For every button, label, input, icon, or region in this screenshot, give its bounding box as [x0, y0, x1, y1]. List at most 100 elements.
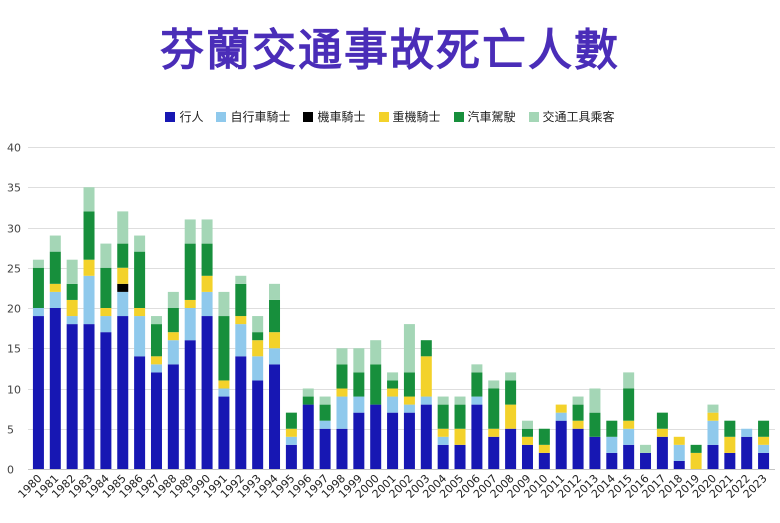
- bar-1996-passenger: [302, 388, 314, 397]
- y-tick-label-35: 35: [7, 182, 21, 195]
- bar-2021-pedestrian: [724, 452, 736, 469]
- bar-1993-motorcycle-rider: [252, 340, 264, 357]
- bar-1992-pedestrian: [235, 356, 247, 469]
- bar-2012-car-driver: [572, 404, 584, 421]
- bar-2017-motorcycle-rider: [656, 428, 668, 437]
- bar-2010-pedestrian: [538, 452, 550, 469]
- bar-1995-cyclist: [285, 436, 297, 445]
- bar-2017-car-driver: [656, 412, 668, 429]
- bar-2005-pedestrian: [454, 444, 466, 469]
- bar-1995-pedestrian: [285, 444, 297, 469]
- bar-2004-pedestrian: [437, 444, 449, 469]
- legend-item-moped-rider: 機車騎士: [303, 109, 366, 125]
- bar-1980-cyclist: [32, 308, 44, 317]
- bar-2000-car-driver: [370, 364, 382, 405]
- bar-1984-cyclist: [100, 316, 112, 333]
- bar-1981-cyclist: [49, 291, 61, 308]
- chart-title: 芬蘭交通事故死亡人數: [160, 25, 620, 76]
- bar-2001-pedestrian: [387, 412, 399, 469]
- bar-1980-car-driver: [32, 267, 44, 308]
- bar-1991-passenger: [218, 291, 230, 317]
- y-tick-label-40: 40: [7, 142, 21, 155]
- legend-label-passenger: 交通工具乘客: [542, 110, 615, 124]
- bar-2015-cyclist: [623, 428, 635, 445]
- bar-2013-car-driver: [589, 412, 601, 437]
- bar-2002-pedestrian: [403, 412, 415, 469]
- bar-2015-motorcycle-rider: [623, 420, 635, 429]
- bar-2006-cyclist: [471, 396, 483, 405]
- bar-1984-car-driver: [100, 267, 112, 308]
- bar-2004-passenger: [437, 396, 449, 405]
- bar-1982-cyclist: [66, 316, 78, 325]
- bar-2022-pedestrian: [741, 436, 753, 469]
- bar-2008-motorcycle-rider: [505, 404, 517, 429]
- bar-1994-car-driver: [269, 299, 281, 333]
- legend-item-cyclist: 自行車騎士: [216, 109, 290, 125]
- legend-item-motorcycle-rider: 重機騎士: [378, 109, 441, 125]
- bar-1994-motorcycle-rider: [269, 332, 281, 349]
- legend-label-moped-rider: 機車騎士: [317, 110, 366, 124]
- bar-1983-motorcycle-rider: [83, 259, 95, 276]
- bar-1980-passenger: [32, 259, 44, 268]
- y-tick-label-20: 20: [7, 303, 21, 316]
- bar-2004-cyclist: [437, 436, 449, 445]
- bar-1993-passenger: [252, 316, 264, 333]
- bar-1984-motorcycle-rider: [100, 308, 112, 317]
- bar-1992-car-driver: [235, 283, 247, 317]
- bar-2003-cyclist: [420, 396, 432, 405]
- legend-swatch-cyclist: [216, 112, 227, 122]
- bar-1980-pedestrian: [32, 316, 44, 469]
- bar-1991-motorcycle-rider: [218, 380, 230, 389]
- bar-1993-cyclist: [252, 356, 264, 381]
- bar-2020-pedestrian: [707, 444, 719, 469]
- bar-2001-cyclist: [387, 396, 399, 413]
- bar-1993-pedestrian: [252, 380, 264, 469]
- bar-1999-car-driver: [353, 372, 365, 397]
- bar-2010-car-driver: [538, 428, 550, 445]
- bar-1981-pedestrian: [49, 308, 61, 469]
- bar-2001-passenger: [387, 372, 399, 381]
- y-tick-label-15: 15: [7, 343, 21, 356]
- bar-2007-passenger: [488, 380, 500, 389]
- bar-1983-car-driver: [83, 211, 95, 260]
- bar-1992-motorcycle-rider: [235, 316, 247, 325]
- bar-2008-passenger: [505, 372, 517, 381]
- bar-1983-pedestrian: [83, 324, 95, 469]
- bar-1990-motorcycle-rider: [201, 275, 213, 292]
- bar-2002-motorcycle-rider: [403, 396, 415, 405]
- bar-1989-passenger: [184, 219, 196, 244]
- bar-1997-passenger: [319, 396, 331, 405]
- bar-2014-cyclist: [606, 436, 618, 453]
- legend-swatch-moped-rider: [303, 112, 314, 122]
- bar-1983-passenger: [83, 187, 95, 212]
- bar-2019-motorcycle-rider: [690, 452, 702, 469]
- bar-1987-passenger: [150, 316, 162, 325]
- bar-1986-car-driver: [134, 251, 146, 308]
- legend-swatch-motorcycle-rider: [378, 112, 389, 122]
- bar-1993-car-driver: [252, 332, 264, 341]
- bar-1986-cyclist: [134, 316, 146, 357]
- bar-1988-pedestrian: [167, 364, 179, 469]
- bar-1995-motorcycle-rider: [285, 428, 297, 437]
- bar-1992-passenger: [235, 275, 247, 284]
- bar-2002-cyclist: [403, 404, 415, 413]
- bar-2000-passenger: [370, 340, 382, 365]
- bar-1997-car-driver: [319, 404, 331, 421]
- bar-1988-passenger: [167, 291, 179, 308]
- bar-2023-motorcycle-rider: [758, 436, 770, 445]
- bar-2005-motorcycle-rider: [454, 428, 466, 445]
- bar-2019-car-driver: [690, 444, 702, 453]
- bar-2014-pedestrian: [606, 452, 618, 469]
- bar-2003-pedestrian: [420, 404, 432, 469]
- legend-label-cyclist: 自行車騎士: [230, 110, 291, 124]
- legend-item-passenger: 交通工具乘客: [528, 109, 615, 125]
- bar-1984-pedestrian: [100, 332, 112, 469]
- bar-1982-passenger: [66, 259, 78, 284]
- legend-label-motorcycle-rider: 重機騎士: [392, 110, 441, 124]
- bar-2015-car-driver: [623, 388, 635, 421]
- bar-1989-car-driver: [184, 243, 196, 300]
- bar-2001-car-driver: [387, 380, 399, 389]
- bar-1996-pedestrian: [302, 404, 314, 469]
- bar-2000-pedestrian: [370, 404, 382, 469]
- bar-1990-passenger: [201, 219, 213, 244]
